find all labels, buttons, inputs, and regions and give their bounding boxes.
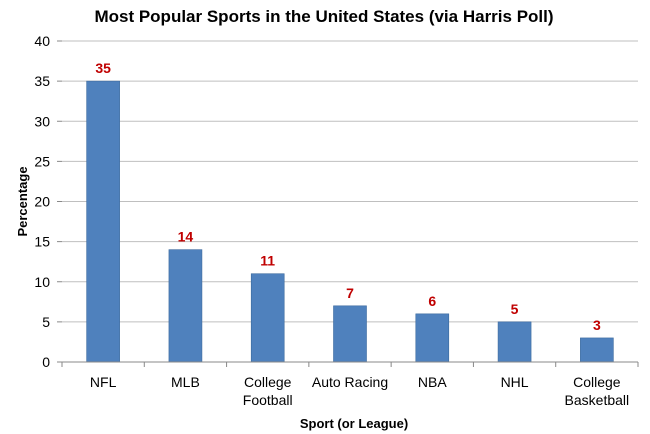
y-tick-label: 0 <box>42 354 50 370</box>
data-label-0: 35 <box>95 60 111 76</box>
bar-1 <box>168 249 203 363</box>
x-tick-label-line: Football <box>243 392 293 408</box>
y-tick-label: 35 <box>34 73 50 89</box>
y-tick-label: 10 <box>34 274 50 290</box>
x-tick-label-line: NFL <box>90 374 117 390</box>
data-label-1: 14 <box>178 229 194 245</box>
bar-0 <box>86 80 120 363</box>
y-tick-label: 25 <box>34 153 50 169</box>
x-tick-label-line: NBA <box>418 374 447 390</box>
y-tick-label: 15 <box>34 234 50 250</box>
bar-5 <box>497 321 532 363</box>
gridlines <box>62 40 638 323</box>
data-label-3: 7 <box>346 285 354 301</box>
bar-2 <box>250 273 285 363</box>
x-axis-ticks: NFL MLB College Football Auto Racing NBA NHL Co… <box>61 362 639 408</box>
x-tick-label-1: MLB <box>171 374 200 390</box>
x-tick-label-2: College Football <box>243 374 293 408</box>
y-tick-label: 5 <box>42 314 50 330</box>
x-tick-label-line: NHL <box>501 374 529 390</box>
x-axis-title: Sport (or League) <box>300 416 408 431</box>
x-tick-label-5: NHL <box>501 374 529 390</box>
bar-4 <box>415 313 450 363</box>
y-tick-label: 20 <box>34 194 50 210</box>
bar-6 <box>580 337 614 363</box>
x-tick-label-4: NBA <box>418 374 447 390</box>
bars <box>86 80 614 363</box>
x-tick-label-line: College <box>244 374 292 390</box>
y-axis-title: Percentage <box>15 166 30 236</box>
y-axis-ticks: 0 5 10 15 20 25 30 35 40 <box>34 33 62 370</box>
x-tick-label-line: College <box>573 374 621 390</box>
chart-title: Most Popular Sports in the United States… <box>94 7 553 26</box>
y-tick-label: 30 <box>34 113 50 129</box>
bar-3 <box>333 305 367 363</box>
data-label-6: 3 <box>593 317 601 333</box>
data-label-2: 11 <box>260 253 275 269</box>
y-tick-label: 40 <box>34 33 50 49</box>
x-tick-label-line: Auto Racing <box>312 374 388 390</box>
x-tick-label-0: NFL <box>90 374 117 390</box>
data-label-4: 6 <box>428 293 436 309</box>
x-tick-label-3: Auto Racing <box>312 374 388 390</box>
data-label-5: 5 <box>511 301 519 317</box>
x-tick-label-line: MLB <box>171 374 200 390</box>
data-labels: 35 14 11 7 6 5 3 <box>95 60 601 333</box>
x-tick-label-line: Basketball <box>565 392 630 408</box>
x-tick-label-6: College Basketball <box>565 374 630 408</box>
